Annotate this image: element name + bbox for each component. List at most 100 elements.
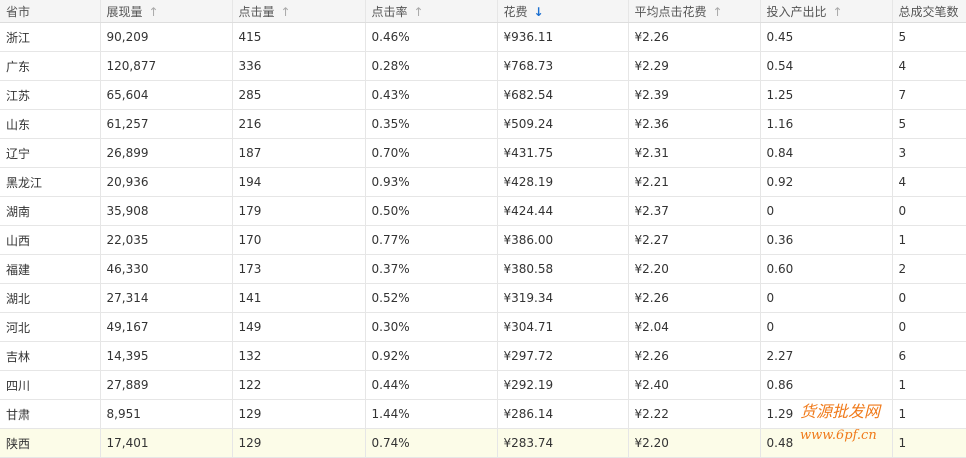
table-cell: 辽宁 <box>0 138 101 168</box>
column-header-label: 平均点击花费 <box>634 4 707 19</box>
table-row: 辽宁 26,899 187 0.70% ¥431.75 ¥2.31 0.84 3 <box>0 138 966 168</box>
table-cell: 1 <box>892 225 966 255</box>
table-cell: 1.16 <box>760 109 893 139</box>
table-cell: 0.74% <box>365 428 498 458</box>
table-cell: 陕西 <box>0 428 101 458</box>
column-header[interactable]: 总成交笔数 <box>892 0 966 23</box>
table-row: 江苏 65,604 285 0.43% ¥682.54 ¥2.39 1.25 7 <box>0 80 966 110</box>
table-cell: ¥2.40 <box>628 370 761 400</box>
column-header[interactable]: 点击量 ↑ <box>232 0 366 23</box>
table-cell: ¥2.39 <box>628 80 761 110</box>
column-header[interactable]: 花费 ↓ <box>497 0 629 23</box>
table-cell: ¥319.34 <box>497 283 629 313</box>
table-cell: 132 <box>232 341 366 371</box>
table-cell: 0 <box>892 283 966 313</box>
column-header-label: 省市 <box>6 4 31 19</box>
table-cell: 0.45 <box>760 22 893 52</box>
table-cell: 0.93% <box>365 167 498 197</box>
table-cell: 14,395 <box>100 341 233 371</box>
table-row: 广东 120,877 336 0.28% ¥768.73 ¥2.29 0.54 4 <box>0 51 966 81</box>
sort-asc-icon[interactable]: ↑ <box>148 4 159 19</box>
column-header-label: 点击率 <box>371 4 408 19</box>
table-cell: 17,401 <box>100 428 233 458</box>
table-cell: 173 <box>232 254 366 284</box>
table-cell: 0.35% <box>365 109 498 139</box>
table-cell: 141 <box>232 283 366 313</box>
table-cell: ¥386.00 <box>497 225 629 255</box>
table-cell: 2 <box>892 254 966 284</box>
table-cell: 1 <box>892 399 966 429</box>
table-cell: 285 <box>232 80 366 110</box>
table-cell: ¥2.37 <box>628 196 761 226</box>
sort-asc-icon[interactable]: ↑ <box>413 4 424 19</box>
column-header[interactable]: 展现量 ↑ <box>100 0 233 23</box>
column-header[interactable]: 投入产出比 ↑ <box>760 0 893 23</box>
table-cell: 49,167 <box>100 312 233 342</box>
header-row: 省市 展现量 ↑ 点击量 ↑ 点击率 ↑ 花费 ↓ 平均点击花费 ↑ 投入产出比 ↑ 总成交笔数 <box>0 0 966 23</box>
table-cell: 河北 <box>0 312 101 342</box>
table-row: 福建 46,330 173 0.37% ¥380.58 ¥2.20 0.60 2 <box>0 254 966 284</box>
table-cell: 福建 <box>0 254 101 284</box>
column-header[interactable]: 省市 <box>0 0 101 23</box>
table-cell: 8,951 <box>100 399 233 429</box>
table-cell: 187 <box>232 138 366 168</box>
sort-asc-icon[interactable]: ↑ <box>712 4 723 19</box>
table-cell: 26,899 <box>100 138 233 168</box>
sort-asc-icon[interactable]: ↑ <box>832 4 843 19</box>
table-cell: 0 <box>760 283 893 313</box>
table-cell: 0.70% <box>365 138 498 168</box>
table-row: 湖北 27,314 141 0.52% ¥319.34 ¥2.26 0 0 <box>0 283 966 313</box>
column-header-label: 展现量 <box>106 4 143 19</box>
table-cell: ¥428.19 <box>497 167 629 197</box>
table-row: 陕西 17,401 129 0.74% ¥283.74 ¥2.20 0.48 1 <box>0 428 966 458</box>
table-cell: ¥2.31 <box>628 138 761 168</box>
table-cell: 0.30% <box>365 312 498 342</box>
table-cell: 黑龙江 <box>0 167 101 197</box>
column-header-label: 投入产出比 <box>766 4 827 19</box>
column-header-label: 点击量 <box>238 4 275 19</box>
table-cell: 46,330 <box>100 254 233 284</box>
table-cell: ¥2.26 <box>628 22 761 52</box>
table-cell: 5 <box>892 109 966 139</box>
table-cell: 90,209 <box>100 22 233 52</box>
table-cell: 湖北 <box>0 283 101 313</box>
table-cell: 129 <box>232 428 366 458</box>
table-row: 四川 27,889 122 0.44% ¥292.19 ¥2.40 0.86 1 <box>0 370 966 400</box>
table-cell: 2.27 <box>760 341 893 371</box>
column-header[interactable]: 点击率 ↑ <box>365 0 498 23</box>
table-cell: 0.92% <box>365 341 498 371</box>
sort-desc-icon[interactable]: ↓ <box>533 4 544 19</box>
table-cell: 1.44% <box>365 399 498 429</box>
table-cell: ¥2.22 <box>628 399 761 429</box>
table-row: 河北 49,167 149 0.30% ¥304.71 ¥2.04 0 0 <box>0 312 966 342</box>
sort-asc-icon[interactable]: ↑ <box>280 4 291 19</box>
table-cell: 149 <box>232 312 366 342</box>
table-cell: 122 <box>232 370 366 400</box>
table-cell: 0.46% <box>365 22 498 52</box>
column-header-label: 花费 <box>503 4 528 19</box>
table-cell: 吉林 <box>0 341 101 371</box>
table-cell: 0.92 <box>760 167 893 197</box>
table-cell: 0.50% <box>365 196 498 226</box>
table-cell: 0.86 <box>760 370 893 400</box>
table-cell: ¥283.74 <box>497 428 629 458</box>
table-cell: ¥431.75 <box>497 138 629 168</box>
table-cell: 129 <box>232 399 366 429</box>
table-cell: ¥424.44 <box>497 196 629 226</box>
table-cell: 0.77% <box>365 225 498 255</box>
table-cell: 0 <box>892 196 966 226</box>
table-cell: 0 <box>760 196 893 226</box>
table-cell: 65,604 <box>100 80 233 110</box>
table-cell: 61,257 <box>100 109 233 139</box>
table-cell: 22,035 <box>100 225 233 255</box>
table-cell: 1.29 <box>760 399 893 429</box>
table-cell: 湖南 <box>0 196 101 226</box>
table-cell: ¥380.58 <box>497 254 629 284</box>
table-cell: 120,877 <box>100 51 233 81</box>
table-cell: ¥768.73 <box>497 51 629 81</box>
table-row: 吉林 14,395 132 0.92% ¥297.72 ¥2.26 2.27 6 <box>0 341 966 371</box>
table-cell: 27,314 <box>100 283 233 313</box>
table-cell: 0.52% <box>365 283 498 313</box>
column-header[interactable]: 平均点击花费 ↑ <box>628 0 761 23</box>
table-cell: 0.48 <box>760 428 893 458</box>
